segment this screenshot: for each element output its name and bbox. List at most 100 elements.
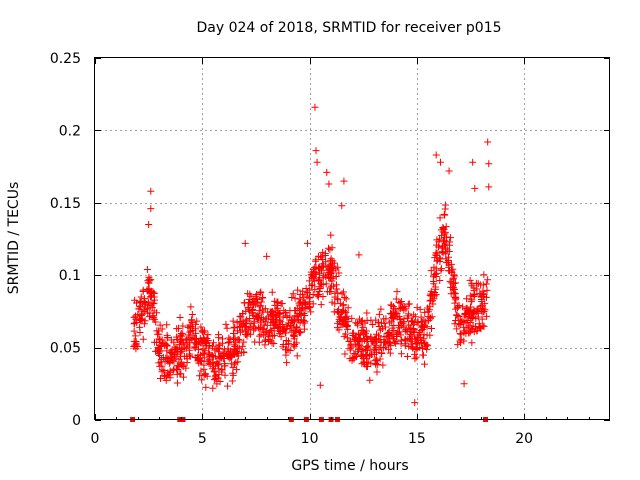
data-point bbox=[199, 329, 207, 337]
data-point bbox=[451, 299, 459, 307]
data-point bbox=[308, 282, 316, 290]
data-point bbox=[197, 323, 205, 331]
data-point bbox=[364, 342, 372, 350]
data-point bbox=[301, 317, 309, 325]
data-point bbox=[311, 286, 319, 294]
data-point bbox=[479, 322, 487, 330]
data-point bbox=[255, 325, 263, 333]
data-point bbox=[319, 293, 327, 301]
data-point bbox=[199, 342, 207, 350]
data-point bbox=[131, 296, 139, 304]
data-point bbox=[158, 325, 166, 333]
data-point bbox=[309, 265, 317, 273]
y-tick-label: 0 bbox=[72, 413, 81, 429]
data-point bbox=[202, 383, 210, 391]
data-point bbox=[249, 322, 257, 330]
data-point bbox=[300, 325, 308, 333]
data-point bbox=[222, 320, 230, 328]
data-point bbox=[271, 297, 279, 305]
data-point bbox=[160, 366, 168, 374]
data-point bbox=[330, 259, 338, 267]
data-point bbox=[163, 334, 171, 342]
data-point bbox=[299, 319, 307, 327]
data-point bbox=[138, 316, 146, 324]
data-point bbox=[303, 239, 311, 247]
data-point bbox=[252, 295, 260, 303]
data-point bbox=[319, 263, 327, 271]
data-point bbox=[212, 371, 220, 379]
data-point bbox=[224, 339, 232, 347]
data-point bbox=[323, 168, 331, 176]
data-point bbox=[466, 276, 474, 284]
data-point bbox=[435, 254, 443, 262]
data-point bbox=[330, 282, 338, 290]
data-point bbox=[423, 323, 431, 331]
data-point bbox=[203, 340, 211, 348]
data-point bbox=[182, 336, 190, 344]
data-point bbox=[286, 347, 294, 355]
data-point bbox=[275, 318, 283, 326]
data-point bbox=[290, 331, 298, 339]
data-point bbox=[364, 335, 372, 343]
data-point bbox=[467, 306, 475, 314]
data-point bbox=[483, 286, 491, 294]
data-point bbox=[408, 317, 416, 325]
data-point bbox=[261, 305, 269, 313]
data-point bbox=[451, 290, 459, 298]
data-point bbox=[233, 366, 241, 374]
data-point bbox=[210, 339, 218, 347]
data-point bbox=[312, 257, 320, 265]
data-point bbox=[338, 321, 346, 329]
data-point bbox=[246, 314, 254, 322]
data-point bbox=[166, 374, 174, 382]
data-point bbox=[382, 315, 390, 323]
data-point bbox=[438, 265, 445, 273]
data-point bbox=[246, 324, 254, 332]
data-point bbox=[306, 294, 314, 302]
y-tick-labels: 0 0.05 0.1 0.15 0.2 0.25 bbox=[50, 51, 81, 429]
data-point bbox=[217, 353, 225, 361]
data-point bbox=[356, 335, 364, 343]
data-point bbox=[143, 266, 151, 274]
data-point bbox=[468, 314, 476, 322]
y-tick-label: 0.2 bbox=[59, 123, 81, 139]
data-point bbox=[426, 297, 434, 305]
data-point bbox=[333, 295, 341, 303]
data-point bbox=[151, 296, 159, 304]
data-point bbox=[291, 294, 299, 302]
data-point bbox=[382, 343, 390, 351]
data-point bbox=[393, 330, 401, 338]
data-point bbox=[438, 231, 446, 239]
data-point bbox=[399, 319, 407, 327]
data-point bbox=[266, 326, 274, 334]
data-point bbox=[204, 331, 212, 339]
data-point bbox=[214, 360, 222, 368]
data-point bbox=[312, 147, 320, 155]
data-point bbox=[417, 317, 425, 325]
data-point bbox=[288, 317, 296, 325]
data-point bbox=[280, 326, 288, 334]
data-point bbox=[432, 151, 440, 159]
data-point bbox=[397, 340, 405, 348]
data-point bbox=[229, 371, 237, 379]
data-point bbox=[226, 338, 234, 346]
data-point bbox=[158, 366, 166, 374]
data-point bbox=[327, 263, 335, 271]
data-point bbox=[171, 343, 179, 351]
data-point bbox=[335, 269, 343, 277]
data-point bbox=[372, 361, 380, 369]
data-point bbox=[297, 316, 305, 324]
data-point bbox=[473, 327, 481, 335]
data-point bbox=[478, 315, 486, 323]
data-point bbox=[436, 214, 444, 222]
data-point bbox=[216, 377, 224, 385]
data-point bbox=[291, 341, 299, 349]
data-point bbox=[214, 331, 222, 339]
data-point bbox=[373, 337, 381, 345]
data-point bbox=[174, 324, 182, 332]
data-point bbox=[344, 304, 352, 312]
data-point bbox=[147, 187, 155, 195]
data-point bbox=[317, 301, 325, 309]
data-point bbox=[411, 355, 419, 363]
data-point bbox=[168, 350, 176, 358]
